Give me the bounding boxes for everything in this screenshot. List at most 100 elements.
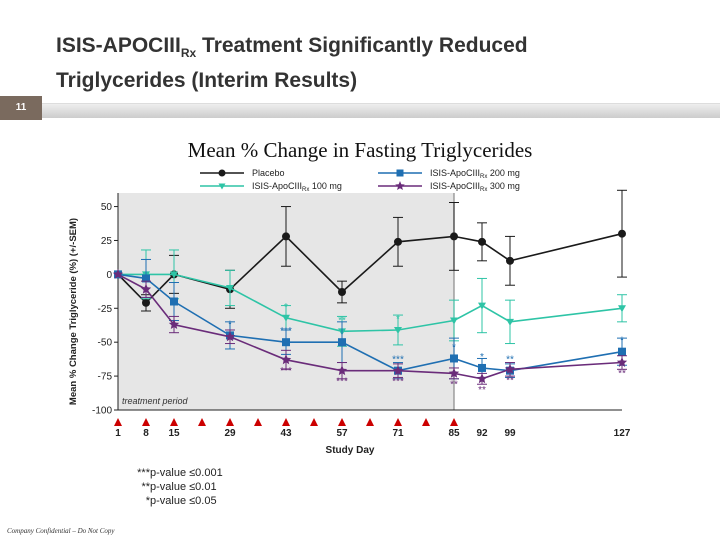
pvalue-note-text: p-value ≤0.05 — [150, 495, 217, 507]
data-point — [476, 373, 488, 384]
x-tick-label: 92 — [476, 428, 488, 439]
data-point — [280, 354, 292, 365]
slide-title-rest: Treatment Significantly Reduced — [196, 34, 528, 57]
dosing-day-marker — [142, 418, 150, 426]
chart-title: Mean % Change in Fasting Triglycerides — [188, 138, 533, 162]
significance-label: *** — [392, 377, 404, 388]
x-tick-label: 85 — [448, 428, 460, 439]
data-point — [478, 363, 486, 372]
y-tick-label: 50 — [101, 202, 113, 213]
series-isis-apociii-300-mg — [112, 268, 628, 385]
significance-label: ** — [506, 355, 514, 366]
slide-title: ISIS-APOCIIIRx Treatment Significantly R… — [56, 32, 656, 94]
significance-label: *** — [336, 377, 348, 388]
pvalue-note-stars: * — [146, 495, 151, 507]
significance-label: *** — [280, 326, 292, 337]
significance-label: ** — [618, 369, 626, 380]
page-number-badge: 11 — [0, 96, 42, 120]
confidential-footer: Company Confidential – Do Not Copy — [7, 527, 115, 535]
data-point — [506, 318, 514, 326]
pvalue-note-stars: ** — [141, 481, 150, 493]
dosing-day-marker — [422, 418, 430, 426]
pvalue-note-stars: *** — [137, 467, 151, 479]
data-point — [282, 232, 290, 241]
data-point — [140, 283, 152, 294]
significance-label: * — [452, 342, 456, 353]
dosing-day-marker — [394, 418, 402, 426]
significance-label: ** — [478, 385, 486, 396]
data-point — [282, 314, 290, 322]
significance-label: ** — [338, 315, 346, 326]
x-tick-label: 127 — [614, 428, 631, 439]
dosing-day-marker — [226, 418, 234, 426]
legend-marker — [218, 169, 226, 177]
data-point — [450, 232, 458, 241]
data-point — [392, 365, 404, 376]
data-point — [450, 317, 458, 325]
data-point — [226, 284, 234, 292]
significance-label: * — [480, 352, 484, 363]
chart-legend: Placebo ISIS-ApoCIIIRx 200 mg ISIS-ApoCIII… — [200, 168, 520, 193]
data-point — [504, 363, 516, 374]
significance-label: * — [396, 314, 400, 325]
y-tick-label: -50 — [98, 338, 113, 349]
data-point — [168, 319, 180, 329]
dosing-day-marker — [450, 418, 458, 426]
legend-marker — [396, 169, 404, 177]
significance-label: ** — [450, 379, 458, 390]
x-tick-label: 99 — [504, 428, 516, 439]
legend-label: ISIS-ApoCIIIRx 100 mg — [252, 181, 342, 193]
legend-label: ISIS-ApoCIIIRx 200 mg — [430, 168, 520, 180]
significance-labels: *** ********** ********* *** ** ****** — [228, 302, 626, 396]
data-point — [450, 354, 458, 363]
significance-label: * — [228, 319, 232, 330]
y-tick-label: 25 — [101, 236, 113, 247]
data-point — [618, 347, 626, 356]
data-point — [142, 274, 150, 283]
dosing-day-marker — [366, 418, 374, 426]
data-point — [618, 229, 626, 238]
data-point — [338, 338, 346, 347]
x-tick-label: 15 — [168, 428, 180, 439]
significance-label: * — [284, 302, 288, 313]
data-point — [394, 237, 402, 246]
significance-label: *** — [392, 355, 404, 366]
x-tick-label: 57 — [336, 428, 348, 439]
significance-label: *** — [280, 366, 292, 377]
data-point — [282, 338, 290, 347]
dosing-day-marker — [198, 418, 206, 426]
y-axis-label: Mean % Change Triglyceride (%) (+/-SEM) — [68, 218, 79, 405]
data-point — [170, 297, 178, 306]
x-tick-label: 8 — [143, 428, 149, 439]
data-point — [394, 326, 402, 334]
dosing-markers — [114, 418, 458, 426]
significance-label: * — [620, 336, 624, 347]
y-tick-label: 0 — [106, 270, 112, 281]
legend-marker — [218, 183, 226, 190]
data-point — [616, 357, 628, 367]
legend-marker — [395, 181, 405, 190]
legend-label: Placebo — [252, 168, 285, 178]
dosing-day-marker — [254, 418, 262, 426]
data-point — [478, 237, 486, 246]
dosing-day-marker — [310, 418, 318, 426]
data-point — [448, 367, 460, 378]
y-axis-ticks: 50 25 0 -25 -50 -75 -100 — [92, 202, 118, 417]
data-point — [618, 305, 626, 313]
title-divider-bar — [0, 103, 720, 118]
y-tick-label: -100 — [92, 406, 112, 417]
data-point — [224, 331, 236, 342]
y-tick-label: -25 — [98, 304, 113, 315]
data-point — [478, 302, 486, 310]
pvalue-note-text: p-value ≤0.001 — [150, 467, 223, 479]
x-tick-label: 1 — [115, 428, 121, 439]
x-tick-label: 29 — [224, 428, 236, 439]
x-tick-label: 71 — [392, 428, 404, 439]
dosing-day-marker — [114, 418, 122, 426]
y-tick-label: -75 — [98, 372, 113, 383]
pvalue-note-text: p-value ≤0.01 — [150, 481, 217, 493]
significance-label: ** — [506, 375, 514, 386]
data-point — [112, 268, 124, 279]
x-axis-label: Study Day — [326, 445, 375, 456]
